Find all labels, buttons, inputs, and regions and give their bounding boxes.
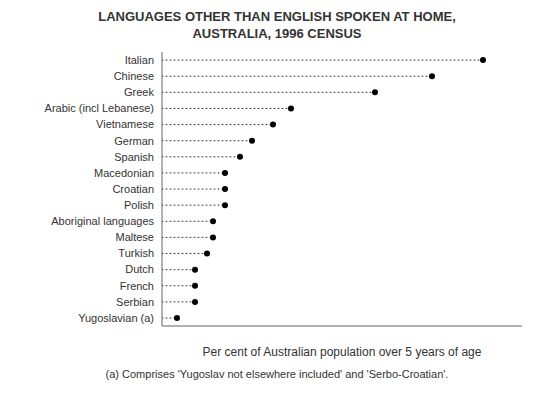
html-text:AUSTRALIA, 1996 CENSUS: AUSTRALIA, 1996 CENSUS — [192, 26, 362, 41]
svg-text:French: French — [120, 280, 154, 292]
svg-text:Polish: Polish — [124, 199, 154, 211]
html-text:LANGUAGES OTHER THAN ENGLISH S: LANGUAGES OTHER THAN ENGLISH SPOKEN AT H… — [98, 9, 456, 24]
svg-text:Vietnamese: Vietnamese — [96, 118, 154, 130]
svg-text:Croatian: Croatian — [112, 183, 154, 195]
svg-text:Dutch: Dutch — [125, 263, 154, 275]
svg-text:Macedonian: Macedonian — [94, 167, 154, 179]
svg-text:Arabic (incl Lebanese): Arabic (incl Lebanese) — [45, 102, 154, 114]
svg-text:German: German — [114, 135, 154, 147]
svg-text:Aboriginal languages: Aboriginal languages — [51, 215, 154, 227]
svg-text:Yugoslavian (a): Yugoslavian (a) — [78, 312, 154, 324]
svg-text:Chinese: Chinese — [114, 70, 154, 82]
svg-text:Spanish: Spanish — [114, 151, 154, 163]
svg-text:Italian: Italian — [125, 54, 154, 66]
svg-text:Maltese: Maltese — [115, 231, 154, 243]
svg-text:Turkish: Turkish — [118, 247, 154, 259]
svg-text:Per cent of Australian populat: Per cent of Australian population over 5… — [203, 345, 482, 359]
html-text:(a) Comprises 'Yugoslav not el: (a) Comprises 'Yugoslav not elsewhere in… — [105, 368, 449, 380]
svg-text:Serbian: Serbian — [116, 296, 154, 308]
svg-text:Greek: Greek — [124, 86, 154, 98]
